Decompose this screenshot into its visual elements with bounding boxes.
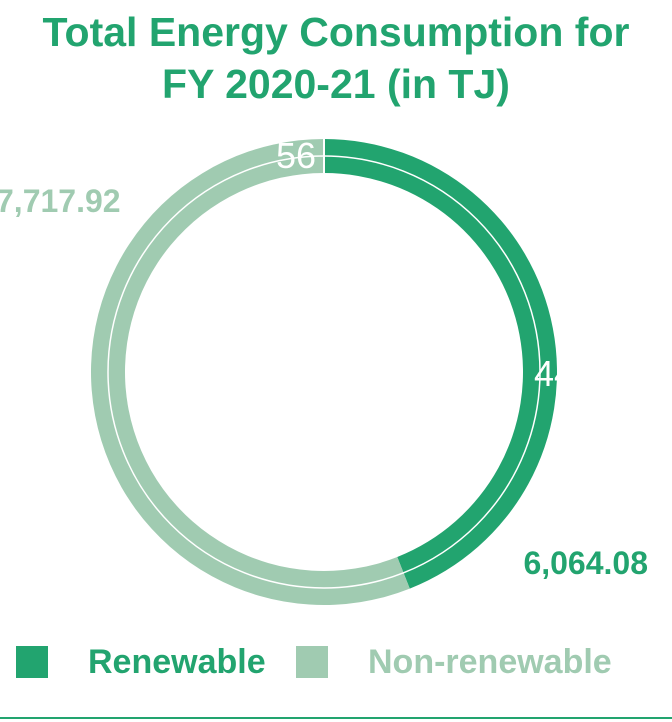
percent-label-renewable: 44 <box>534 353 574 394</box>
legend: Renewable Non-renewable <box>0 636 672 688</box>
legend-swatch-renewable <box>16 646 48 678</box>
chart-title: Total Energy Consumption for FY 2020-21 … <box>0 6 672 110</box>
legend-label-non-renewable: Non-renewable <box>368 642 612 681</box>
chart-title-line-2: FY 2020-21 (in TJ) <box>162 61 510 107</box>
value-label-non-renewable: 7,717.92 <box>0 183 121 219</box>
legend-item-non-renewable: Non-renewable <box>296 636 612 688</box>
slice-non-renewable <box>91 138 410 605</box>
legend-item-renewable: Renewable <box>16 636 266 688</box>
legend-label-renewable: Renewable <box>88 642 266 681</box>
chart-title-line-1: Total Energy Consumption for <box>42 9 630 55</box>
slice-renewable <box>324 139 558 589</box>
bottom-divider <box>0 717 672 719</box>
donut-chart: 44 56 6,064.08 7,717.92 <box>0 135 648 605</box>
legend-swatch-non-renewable <box>296 646 328 678</box>
percent-label-non-renewable: 56 <box>276 135 316 176</box>
value-label-renewable: 6,064.08 <box>523 545 648 581</box>
